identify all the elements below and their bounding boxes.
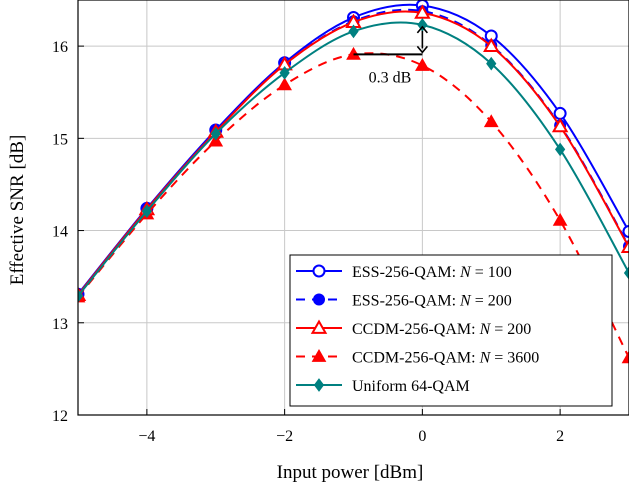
legend-label: CCDM-256-QAM: N = 3600 bbox=[352, 350, 539, 367]
x-tick-label: −2 bbox=[276, 428, 293, 445]
legend-label: Uniform 64-QAM bbox=[352, 378, 470, 395]
legend-label: ESS-256-QAM: N = 100 bbox=[352, 264, 512, 281]
data-point bbox=[416, 59, 429, 70]
y-tick-label: 15 bbox=[52, 131, 68, 148]
y-tick-label: 12 bbox=[52, 408, 68, 425]
legend-label: ESS-256-QAM: N = 200 bbox=[352, 293, 512, 310]
legend-swatch-marker bbox=[314, 266, 325, 277]
legend-swatch-marker bbox=[314, 294, 325, 305]
legend-label: CCDM-256-QAM: N = 200 bbox=[352, 321, 531, 338]
x-tick-label: 2 bbox=[556, 428, 564, 445]
data-point bbox=[624, 226, 629, 237]
legend: ESS-256-QAM: N = 100 ESS-256-QAM: N = 200… bbox=[290, 255, 612, 406]
annotation-group: 0.3 dB bbox=[354, 27, 428, 87]
data-point bbox=[418, 19, 427, 31]
x-tick-label: 0 bbox=[418, 428, 426, 445]
annotation-label: 0.3 dB bbox=[369, 69, 412, 86]
data-point bbox=[278, 78, 291, 89]
y-tick-label: 14 bbox=[52, 224, 68, 241]
y-tick-label: 16 bbox=[52, 39, 68, 56]
data-point bbox=[554, 214, 567, 225]
axes: −4 −2 0 2 12 13 14 15 16 Input power [dBm] Effe… bbox=[7, 0, 629, 483]
data-point bbox=[485, 115, 498, 126]
y-tick-label: 13 bbox=[52, 316, 68, 333]
y-axis-title: Effective SNR [dB] bbox=[7, 135, 28, 286]
x-axis-title: Input power [dBm] bbox=[277, 462, 424, 483]
y-axis-ticks: 12 13 14 15 16 bbox=[52, 39, 84, 425]
data-point bbox=[555, 108, 566, 119]
x-tick-label: −4 bbox=[138, 428, 155, 445]
